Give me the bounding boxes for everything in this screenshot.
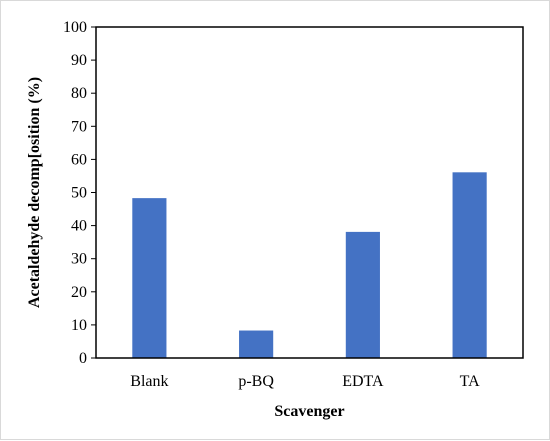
bar-p-bq [239, 330, 274, 358]
y-tick-label: 10 [71, 317, 87, 334]
bar-ta [452, 172, 487, 358]
x-category-label: EDTA [342, 373, 384, 390]
y-tick-label: 40 [71, 218, 87, 235]
bar-series [132, 172, 487, 358]
y-tick-label: 0 [79, 350, 87, 367]
y-axis-ticks: 0 10 20 30 40 50 60 70 80 90 100 [63, 19, 96, 367]
x-category-label: TA [460, 373, 480, 390]
x-category-label: Blank [130, 373, 168, 390]
y-tick-label: 100 [63, 19, 87, 36]
y-tick-label: 80 [71, 85, 87, 102]
y-tick-label: 90 [71, 52, 87, 69]
y-tick-label: 60 [71, 151, 87, 168]
x-category-label: p-BQ [238, 373, 274, 390]
y-tick-label: 50 [71, 185, 87, 202]
bar-blank [132, 198, 167, 358]
x-axis-title: Scavenger [274, 403, 344, 420]
y-tick-label: 70 [71, 118, 87, 135]
plot-area-border [95, 26, 524, 359]
y-tick-label: 30 [71, 251, 87, 268]
y-tick-label: 20 [71, 284, 87, 301]
y-axis-title: Acetaldehyde decomp[osition (%) [26, 77, 43, 308]
x-axis-labels: Blank p-BQ EDTA TA [130, 373, 480, 390]
bar-edta [345, 231, 380, 358]
